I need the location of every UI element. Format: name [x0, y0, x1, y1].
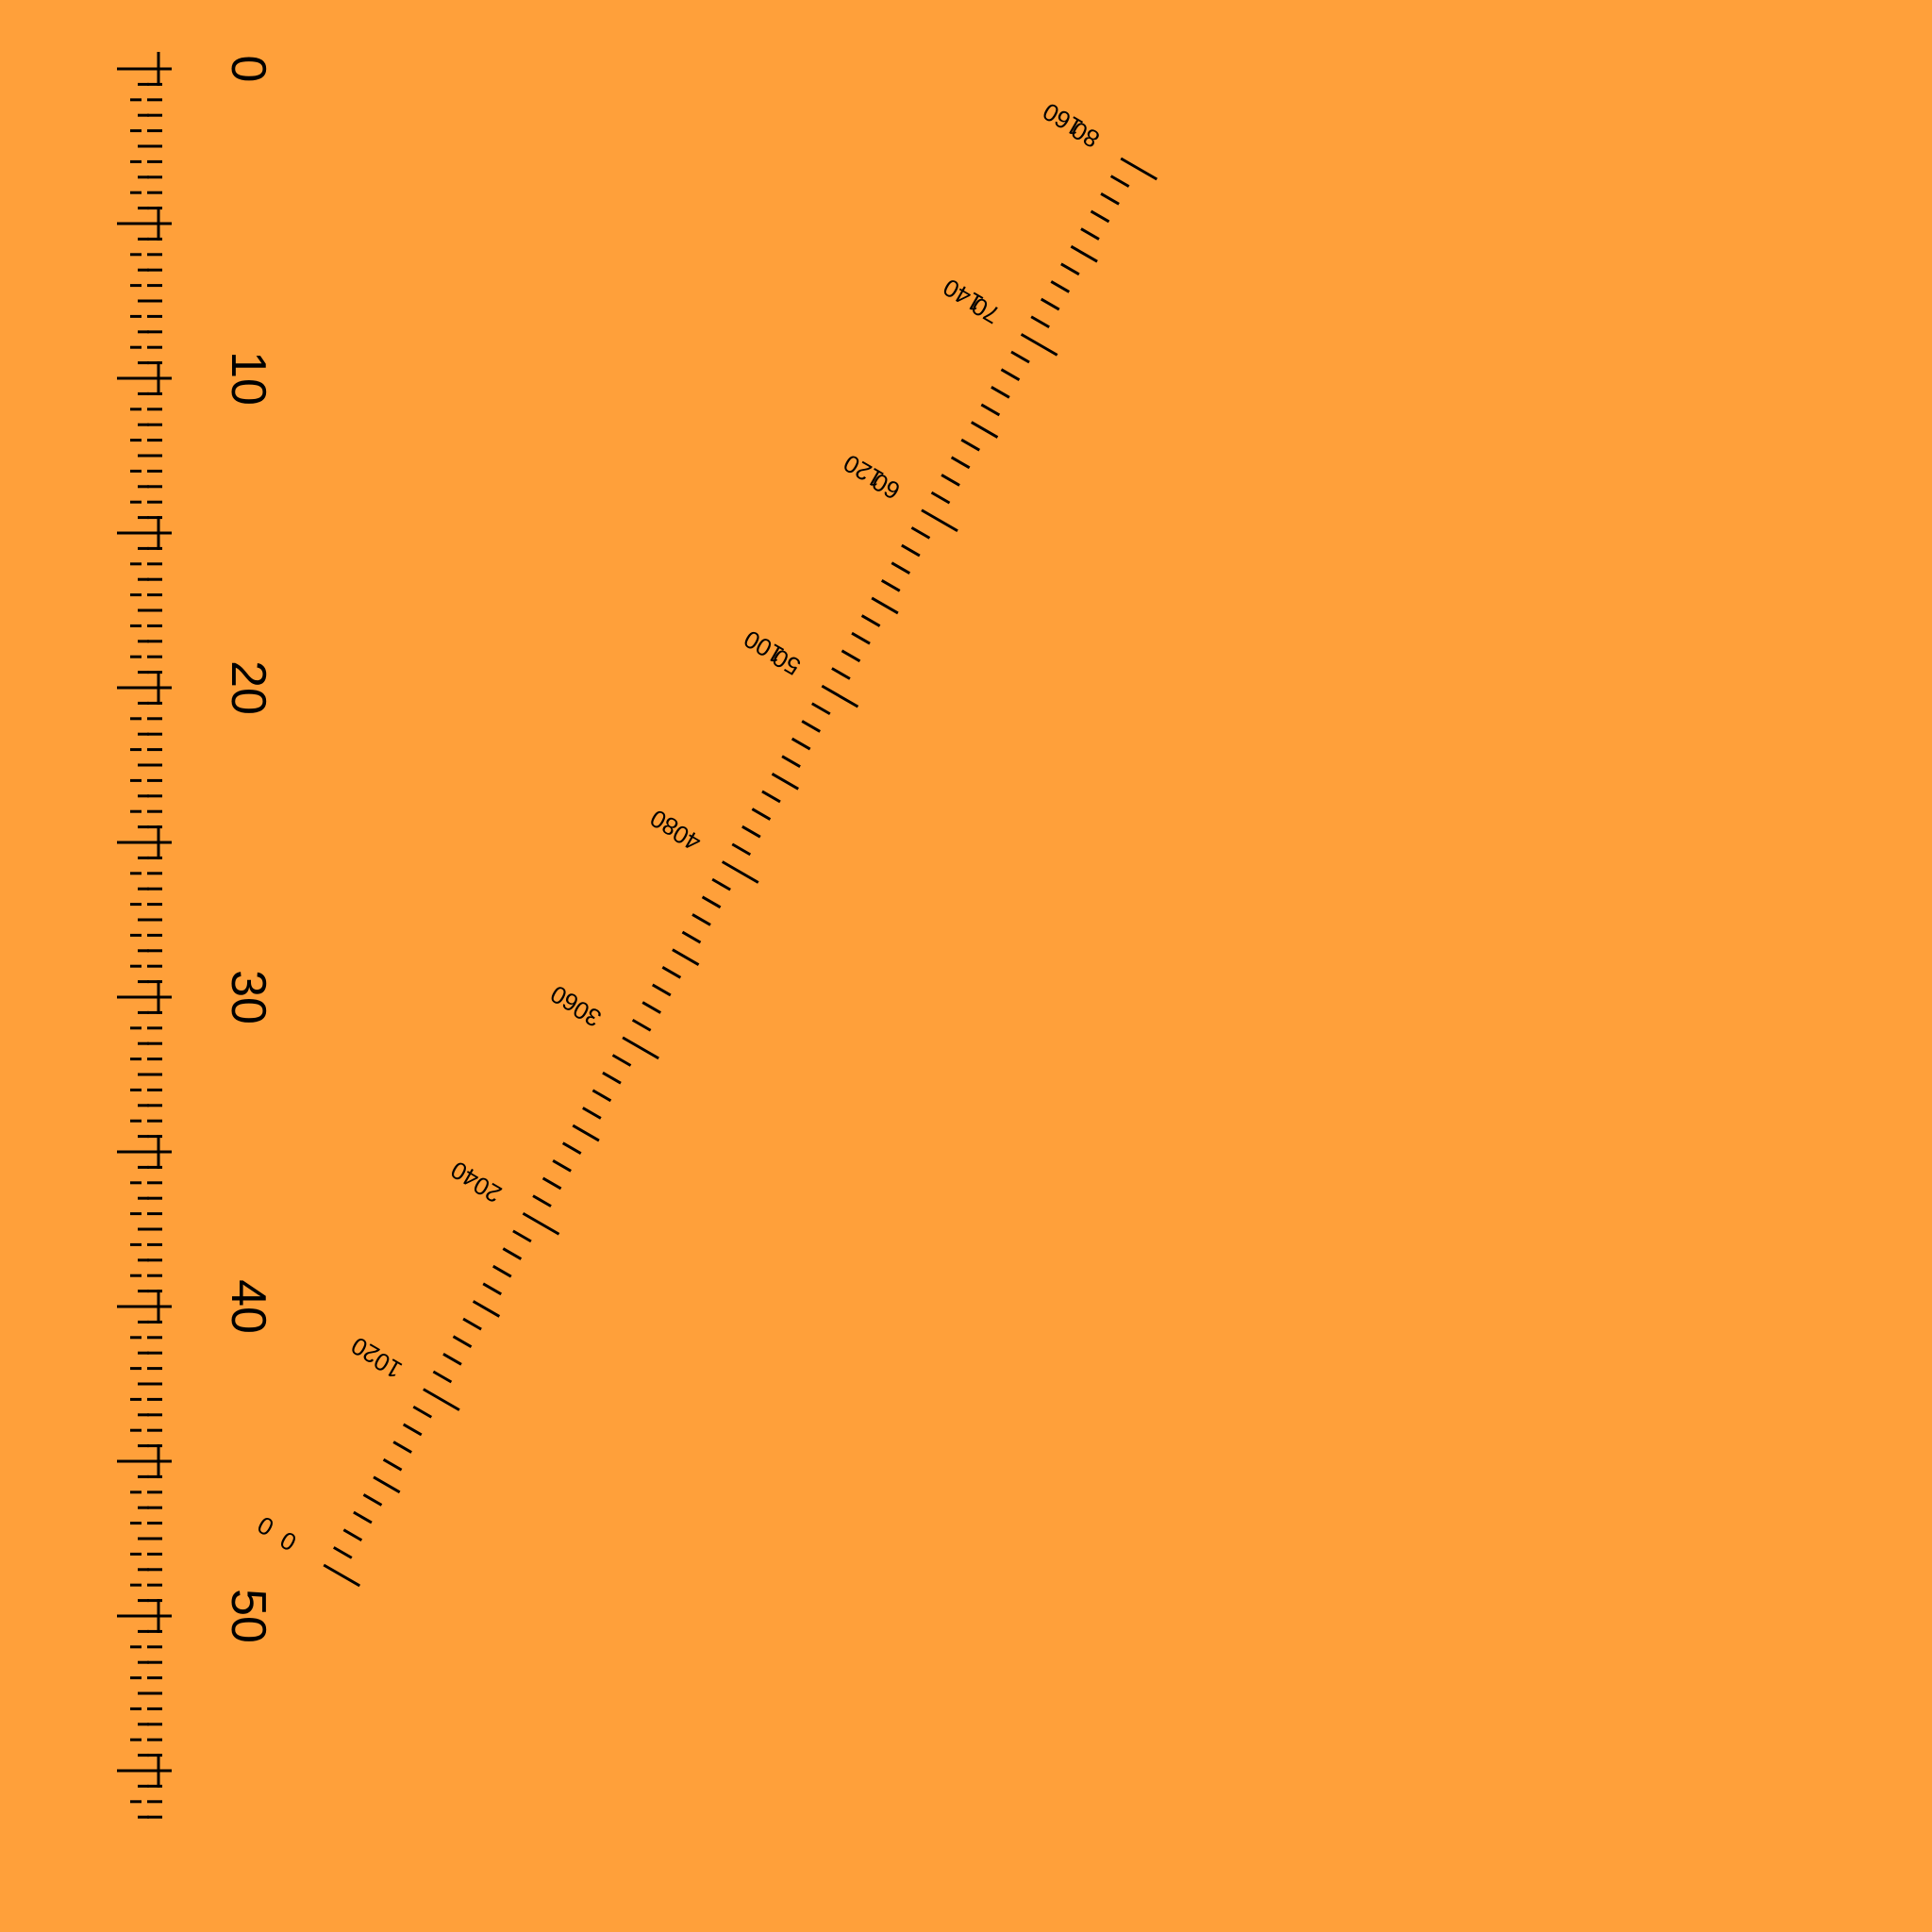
diagonal-tick [860, 614, 881, 627]
diagonal-tick [323, 1563, 361, 1588]
diagonal-tick [353, 1510, 373, 1524]
diagonal-tick [333, 1546, 353, 1559]
diagonal-tick [382, 1457, 403, 1472]
diagonal-tick [482, 1282, 502, 1296]
diagonal-tick [402, 1423, 423, 1437]
diagonal-tick [711, 877, 731, 891]
diagonal-tick [1109, 175, 1130, 188]
diagonal-tick [442, 1353, 462, 1366]
diagonal-tick [991, 385, 1010, 399]
diagonal-tick [492, 1264, 512, 1278]
straight-label: 40 [221, 1279, 275, 1334]
diagonal-tick [1000, 368, 1021, 381]
diagonal-tick [572, 1124, 600, 1142]
diagonal-tick [432, 1370, 453, 1384]
straight-label: 20 [221, 660, 275, 715]
diagonal-tick [950, 456, 971, 470]
diagonal-tick [1030, 315, 1050, 329]
diagonal-tick [721, 860, 759, 884]
diagonal-tick [921, 508, 958, 533]
diagonal-tick [1120, 157, 1158, 181]
diagonal-tick [622, 1036, 659, 1060]
diagonal-tick [522, 1211, 560, 1236]
diagonal-tick [502, 1247, 523, 1260]
diagonal-tick [362, 1493, 383, 1507]
diagonal-tick [412, 1405, 433, 1419]
diagonal-tick [373, 1475, 401, 1494]
diagonal-tick [452, 1335, 473, 1349]
diagonal-tick [960, 438, 980, 452]
diagonal-tick [930, 491, 951, 505]
diagonal-tick [1100, 192, 1120, 206]
diagonal-tick [771, 773, 799, 791]
diagonal-tick [561, 1141, 582, 1155]
diagonal-tick [901, 543, 921, 558]
diagonal-tick [582, 1107, 602, 1120]
diagonal-tick [1010, 350, 1030, 364]
straight-label: 10 [221, 351, 275, 406]
diagonal-tick [851, 631, 871, 645]
diagonal-tick [971, 421, 999, 439]
straight-label: 0 [221, 56, 275, 83]
diagonal-tick [691, 913, 711, 926]
diagonal-tick [910, 526, 931, 540]
diagonal-tick [811, 702, 831, 716]
straight-scale: 0 10 20 30 40 50 [117, 52, 275, 1819]
diagonal-tick [342, 1528, 363, 1542]
diagonal-tick [1070, 244, 1098, 263]
diagonal-tick [423, 1388, 460, 1411]
diagonal-tick [1080, 227, 1100, 241]
diagonal-tick [1090, 209, 1110, 224]
diagonal-tick [1020, 333, 1058, 357]
diagonal-tick [641, 1001, 661, 1014]
diagonal-tick [652, 983, 672, 997]
diagonal-tick [541, 1176, 562, 1191]
diagonal-tick [661, 966, 682, 979]
diagonal-tick [1060, 262, 1080, 276]
diagonal-tick [462, 1317, 482, 1331]
diagonal-tick [611, 1054, 632, 1067]
diagonal-tick [741, 824, 761, 839]
diagonal-tick [801, 720, 821, 733]
diagonal-tick [672, 948, 700, 966]
diagonal-tick [681, 930, 702, 944]
straight-label: 50 [221, 1589, 275, 1643]
diagonal-tick [980, 403, 1001, 417]
diagonal-tick [871, 596, 899, 615]
diagonal-tick [1050, 280, 1071, 293]
diagonal-tick [781, 755, 801, 768]
diagonal-tick [761, 790, 781, 804]
diagonal-tick [631, 1018, 652, 1032]
diagonal-tick [602, 1071, 622, 1085]
diagonal-tick [532, 1194, 552, 1208]
diagonal-tick [891, 561, 911, 575]
diagonal-tick [472, 1300, 501, 1318]
diagonal-tick [880, 579, 901, 592]
diagonal-tick [591, 1089, 612, 1103]
diagonal-tick [512, 1229, 532, 1243]
diagonal-tick [791, 737, 811, 751]
diagonal-tick [731, 842, 752, 857]
diagonal-tick [552, 1159, 572, 1173]
diagonal-tick [1040, 297, 1060, 311]
diagonal-tick [831, 667, 851, 680]
diagonal-tick [841, 649, 861, 663]
diagonal-tick [751, 808, 772, 821]
straight-label: 30 [221, 970, 275, 1024]
diagonal-tick [821, 684, 859, 708]
diagonal-tick [701, 895, 722, 909]
diagonal-tick [392, 1441, 412, 1454]
diagonal-tick [941, 474, 960, 487]
